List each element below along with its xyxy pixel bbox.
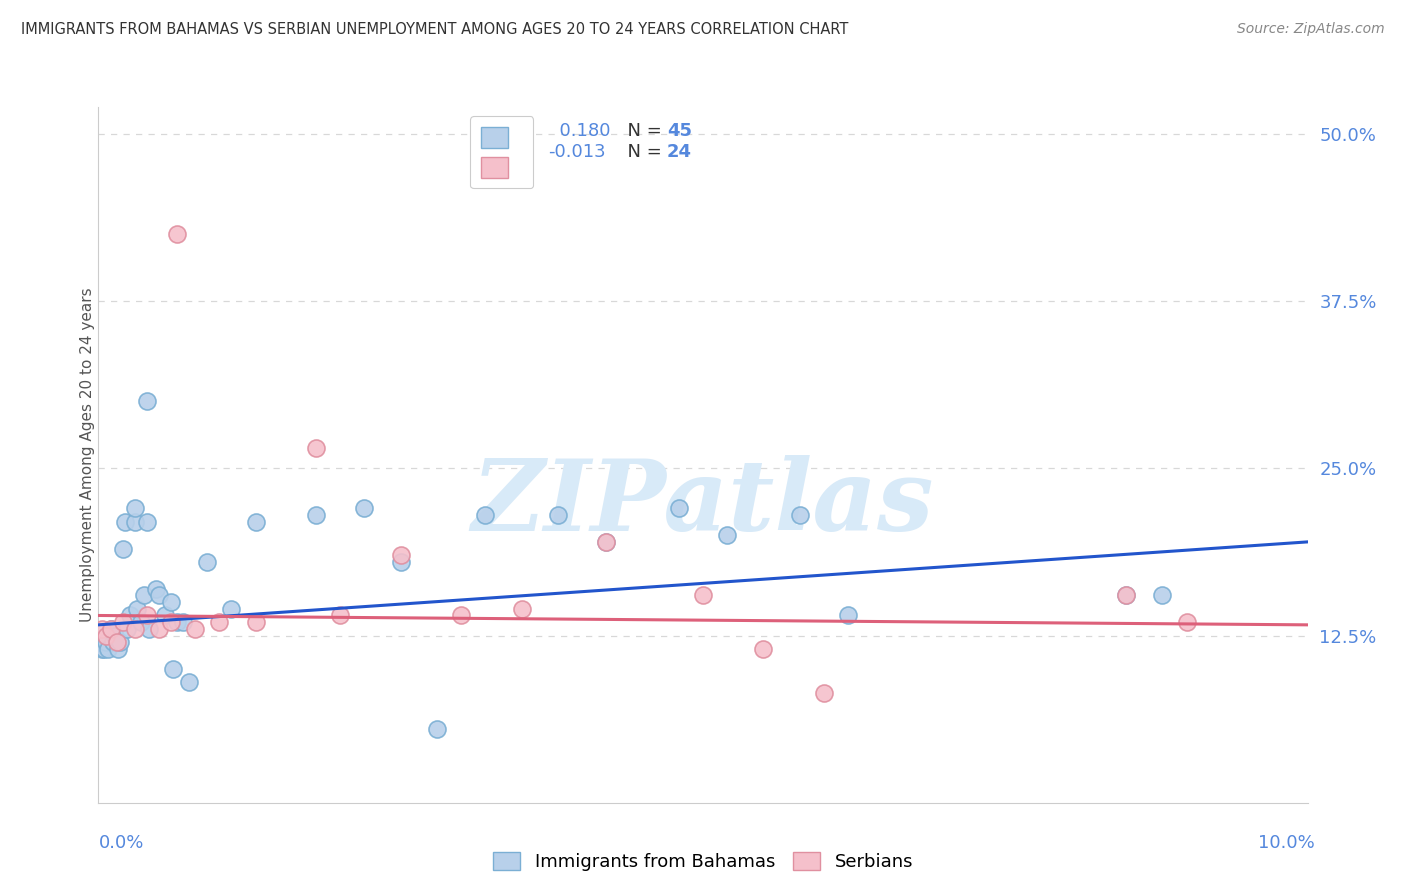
Point <box>1115 589 1137 603</box>
Text: 0.0%: 0.0% <box>98 834 143 852</box>
Point <box>107 642 129 657</box>
Point <box>138 622 160 636</box>
Point <box>135 515 157 529</box>
Point <box>160 595 183 609</box>
Point <box>221 602 243 616</box>
Point <box>547 508 569 523</box>
Point <box>105 635 128 649</box>
Point <box>305 442 328 456</box>
Point <box>134 589 156 603</box>
Point <box>162 662 184 676</box>
Point <box>118 608 141 623</box>
Point <box>426 723 449 737</box>
Point <box>104 628 127 642</box>
Point <box>111 615 134 630</box>
Legend: , : , <box>470 116 533 188</box>
Point <box>353 501 375 516</box>
Text: 10.0%: 10.0% <box>1258 834 1315 852</box>
Text: 24: 24 <box>666 144 692 161</box>
Point <box>166 227 188 242</box>
Point <box>595 535 617 549</box>
Point <box>172 615 194 630</box>
Point <box>91 642 114 657</box>
Text: N =: N = <box>616 122 668 140</box>
Point <box>305 508 328 523</box>
Point <box>100 622 122 636</box>
Point <box>184 622 207 636</box>
Point <box>101 635 124 649</box>
Point <box>117 622 139 636</box>
Text: N =: N = <box>616 144 668 161</box>
Point <box>1175 615 1198 630</box>
Point <box>160 615 183 630</box>
Point <box>124 501 146 516</box>
Point <box>208 615 231 630</box>
Point <box>389 548 412 563</box>
Point <box>114 515 136 529</box>
Point <box>129 615 152 630</box>
Point <box>91 622 114 636</box>
Point <box>148 589 170 603</box>
Point <box>145 582 167 596</box>
Point <box>135 608 157 623</box>
Point <box>450 608 472 623</box>
Point <box>179 675 201 690</box>
Point <box>153 608 176 623</box>
Point <box>94 635 117 649</box>
Point <box>752 642 775 657</box>
Text: 45: 45 <box>666 122 692 140</box>
Point <box>474 508 496 523</box>
Point <box>510 602 533 616</box>
Point <box>245 515 267 529</box>
Point <box>124 515 146 529</box>
Point <box>195 555 218 569</box>
Point <box>716 528 738 542</box>
Point <box>166 615 188 630</box>
Point <box>813 686 835 700</box>
Point <box>1115 589 1137 603</box>
Text: R =: R = <box>498 144 537 161</box>
Point <box>389 555 412 569</box>
Point <box>135 394 157 409</box>
Text: ZIPatlas: ZIPatlas <box>472 456 934 552</box>
Text: -0.013: -0.013 <box>548 144 606 161</box>
Point <box>245 615 267 630</box>
Point <box>124 622 146 636</box>
Point <box>595 535 617 549</box>
Point <box>94 628 117 642</box>
Legend: Immigrants from Bahamas, Serbians: Immigrants from Bahamas, Serbians <box>486 846 920 879</box>
Point <box>692 589 714 603</box>
Point <box>329 608 352 623</box>
Point <box>127 602 149 616</box>
Text: 0.180: 0.180 <box>548 122 610 140</box>
Point <box>837 608 859 623</box>
Point <box>108 635 131 649</box>
Point <box>1152 589 1174 603</box>
Point <box>668 501 690 516</box>
Point <box>148 622 170 636</box>
Point <box>789 508 811 523</box>
Text: Source: ZipAtlas.com: Source: ZipAtlas.com <box>1237 22 1385 37</box>
Point <box>111 541 134 556</box>
Point <box>100 622 122 636</box>
Point <box>93 642 115 657</box>
Text: IMMIGRANTS FROM BAHAMAS VS SERBIAN UNEMPLOYMENT AMONG AGES 20 TO 24 YEARS CORREL: IMMIGRANTS FROM BAHAMAS VS SERBIAN UNEMP… <box>21 22 848 37</box>
Y-axis label: Unemployment Among Ages 20 to 24 years: Unemployment Among Ages 20 to 24 years <box>80 287 94 623</box>
Text: R =: R = <box>498 122 537 140</box>
Point <box>97 642 120 657</box>
